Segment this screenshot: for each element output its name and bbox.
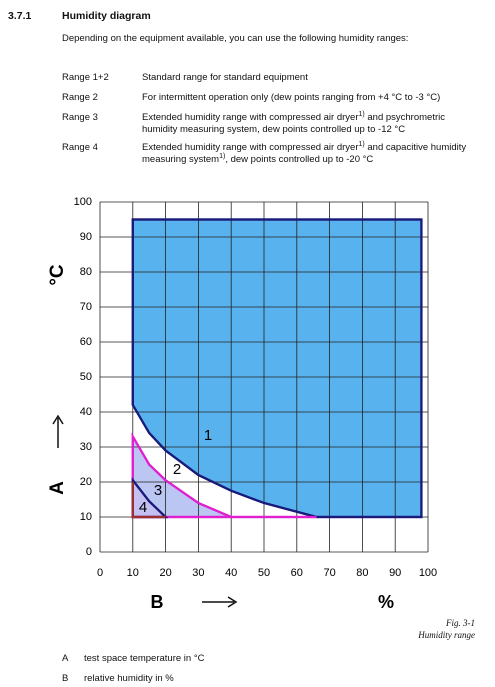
x-tick-label: 30 — [192, 567, 204, 579]
y-tick-label: 20 — [80, 476, 92, 488]
legend-text: relative humidity in % — [84, 673, 174, 684]
x-tick-label: 100 — [419, 567, 437, 579]
x-tick-label: 40 — [225, 567, 237, 579]
text-run: and capacitive humidity measuring system — [142, 142, 467, 165]
text-run: 1) — [358, 110, 365, 118]
intro: Depending on the equipment available, yo… — [62, 33, 409, 44]
y-axis-label: °C — [47, 264, 68, 286]
y-tick-label: 0 — [86, 546, 92, 558]
x-tick-label: 0 — [97, 567, 103, 579]
range-description: For intermittent operation only (dew poi… — [142, 92, 472, 104]
x-axis-label: % — [378, 592, 394, 612]
range-description: Extended humidity range with compressed … — [142, 110, 472, 136]
text-run: For intermittent operation only (dew poi… — [142, 92, 441, 103]
figure-caption: Humidity range — [418, 630, 475, 640]
text-run: Extended humidity range with compressed … — [142, 142, 359, 153]
range-outline — [131, 482, 166, 519]
y-tick-label: 80 — [80, 266, 92, 278]
arrow-head — [227, 596, 238, 608]
y-tick-label: 70 — [80, 301, 92, 313]
range-label: Range 3 — [62, 112, 98, 123]
range-label: Range 4 — [62, 142, 98, 153]
range-label: Range 2 — [62, 92, 98, 103]
text-run: and psychrometric humidity measuring sys… — [142, 112, 445, 135]
y-axis-letter: A — [47, 481, 68, 495]
y-tick-label: 60 — [80, 336, 92, 348]
text-run: Extended humidity range with compressed … — [142, 112, 359, 123]
section-title: Humidity diagram — [62, 10, 151, 22]
range-number: 4 — [139, 499, 147, 516]
x-tick-label: 70 — [323, 567, 335, 579]
y-tick-label: 40 — [80, 406, 92, 418]
y-tick-label: 10 — [80, 511, 92, 523]
range-outline — [131, 218, 423, 519]
y-tick-label: 90 — [80, 231, 92, 243]
text-run: Standard range for standard equipment — [142, 72, 308, 83]
x-tick-label: 60 — [291, 567, 303, 579]
x-tick-label: 90 — [389, 567, 401, 579]
x-tick-label: 50 — [258, 567, 270, 579]
arrow-head — [52, 414, 64, 425]
range-number: 3 — [154, 482, 162, 499]
figure-number: Fig. 3-1 — [446, 618, 475, 628]
y-tick-label: 30 — [80, 441, 92, 453]
legend-text: test space temperature in °C — [84, 653, 205, 664]
range-number: 2 — [173, 461, 181, 478]
section-number: 3.7.1 — [8, 10, 32, 22]
range-label: Range 1+2 — [62, 72, 109, 83]
range-number: 1 — [204, 427, 212, 444]
x-axis-letter: B — [151, 592, 164, 612]
legend-letter: A — [62, 653, 69, 664]
x-tick-label: 80 — [356, 567, 368, 579]
y-tick-label: 100 — [74, 196, 92, 208]
legend-letter: B — [62, 673, 69, 684]
y-tick-label: 50 — [80, 371, 92, 383]
text-run: 1) — [219, 152, 226, 160]
x-tick-label: 20 — [159, 567, 171, 579]
range-description: Standard range for standard equipment — [142, 72, 472, 84]
text-run: , dew points controlled up to -20 °C — [225, 154, 374, 165]
x-tick-label: 10 — [127, 567, 139, 579]
range-description: Extended humidity range with compressed … — [142, 140, 472, 166]
text-run: 1) — [358, 140, 365, 148]
